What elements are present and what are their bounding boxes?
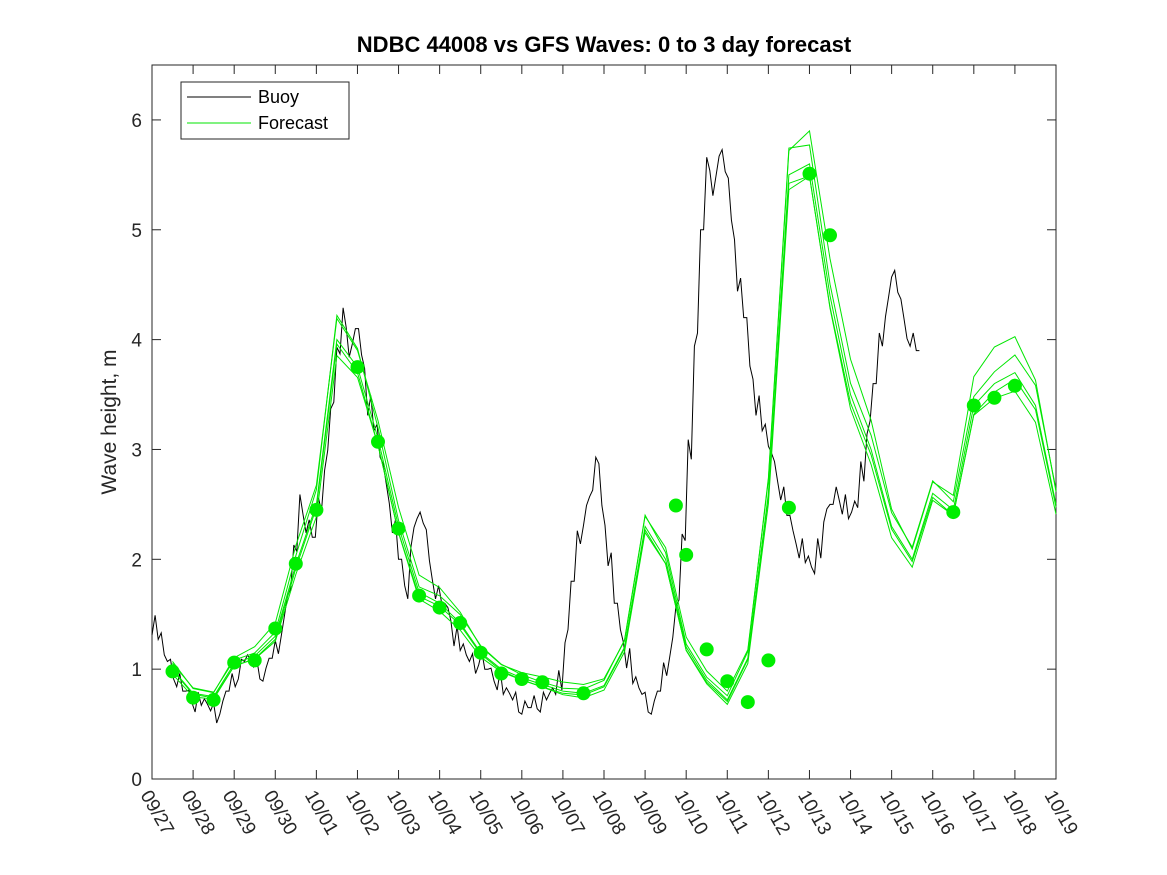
- x-tick-label: 10/09: [629, 787, 671, 839]
- x-tick-label: 10/01: [300, 787, 342, 839]
- x-tick-label: 10/17: [957, 787, 999, 839]
- forecast-marker: [309, 502, 324, 517]
- x-tick-label: 10/05: [464, 787, 506, 839]
- plot-area: [151, 64, 1057, 780]
- x-tick-label: 10/15: [875, 787, 917, 839]
- forecast-run-line: [172, 129, 1057, 694]
- forecast-marker: [946, 505, 961, 520]
- x-tick-label: 09/27: [136, 787, 178, 839]
- forecast-marker: [781, 500, 796, 515]
- x-tick-label: 10/12: [752, 787, 794, 839]
- x-tick-label: 09/28: [177, 787, 219, 839]
- legend-buoy-label: Buoy: [258, 87, 299, 107]
- forecast-marker: [371, 434, 385, 449]
- forecast-marker: [740, 695, 755, 710]
- forecast-marker: [453, 616, 468, 630]
- forecast-markers: [165, 166, 1022, 710]
- x-tick-label: 10/07: [547, 787, 589, 839]
- x-tick-label: 09/30: [259, 787, 301, 839]
- x-tick-label: 10/02: [341, 787, 383, 839]
- x-tick-label: 10/06: [505, 787, 547, 839]
- forecast-marker: [165, 664, 180, 679]
- y-tick-label: 0: [131, 770, 142, 791]
- forecast-marker: [494, 666, 509, 681]
- forecast-marker: [247, 653, 262, 668]
- forecast-run-line: [172, 175, 1057, 703]
- forecast-marker: [761, 653, 776, 668]
- y-axis-label: Wave height, m: [98, 349, 121, 494]
- forecast-marker: [668, 498, 683, 513]
- forecast-marker: [473, 645, 488, 660]
- x-tick-label: 09/29: [218, 787, 260, 839]
- forecast-marker: [679, 547, 694, 562]
- legend: Buoy Forecast: [180, 81, 350, 140]
- forecast-marker: [288, 556, 303, 571]
- y-tick-label: 3: [131, 440, 142, 461]
- forecast-marker: [206, 692, 221, 707]
- x-tick-label: 10/14: [834, 787, 876, 839]
- forecast-marker: [412, 588, 427, 603]
- forecast-marker: [1007, 378, 1022, 393]
- x-tick-label: 10/13: [793, 787, 835, 839]
- y-tick-label: 5: [131, 221, 142, 242]
- series-layer: [151, 129, 1057, 724]
- forecast-marker: [987, 390, 1002, 405]
- chart-title: NDBC 44008 vs GFS Waves: 0 to 3 day fore…: [357, 32, 852, 57]
- forecast-marker: [535, 675, 550, 690]
- forecast-marker: [514, 672, 529, 686]
- x-tick-label: 10/10: [670, 787, 712, 839]
- forecast-marker: [966, 398, 981, 413]
- y-axis: 0 1 2 3 4 5 6: [131, 111, 1056, 791]
- x-tick-label: 10/16: [916, 787, 958, 839]
- forecast-marker: [186, 690, 201, 705]
- x-tick-label: 10/04: [423, 787, 465, 839]
- forecast-marker: [350, 360, 365, 375]
- forecast-marker: [802, 166, 817, 181]
- forecast-run-line: [172, 175, 1057, 706]
- x-tick-label: 10/18: [999, 787, 1041, 839]
- forecast-marker: [699, 642, 714, 657]
- forecast-marker: [227, 655, 242, 670]
- forecast-marker: [823, 228, 837, 243]
- legend-box: [180, 81, 350, 140]
- x-tick-label: 10/08: [588, 787, 630, 839]
- y-tick-label: 6: [131, 111, 142, 132]
- forecast-marker: [391, 521, 406, 536]
- x-tick-label: 10/03: [382, 787, 424, 839]
- forecast-marker: [576, 686, 591, 701]
- x-tick-label: 10/11: [711, 787, 752, 837]
- buoy-line: [151, 147, 920, 724]
- y-tick-label: 2: [131, 550, 142, 571]
- x-tick-label: 10/19: [1040, 787, 1082, 839]
- forecast-marker: [432, 600, 447, 615]
- forecast-marker: [720, 674, 735, 689]
- legend-forecast-label: Forecast: [258, 113, 328, 133]
- forecast-marker: [268, 621, 283, 636]
- y-tick-label: 1: [131, 660, 142, 681]
- y-tick-label: 4: [131, 331, 142, 352]
